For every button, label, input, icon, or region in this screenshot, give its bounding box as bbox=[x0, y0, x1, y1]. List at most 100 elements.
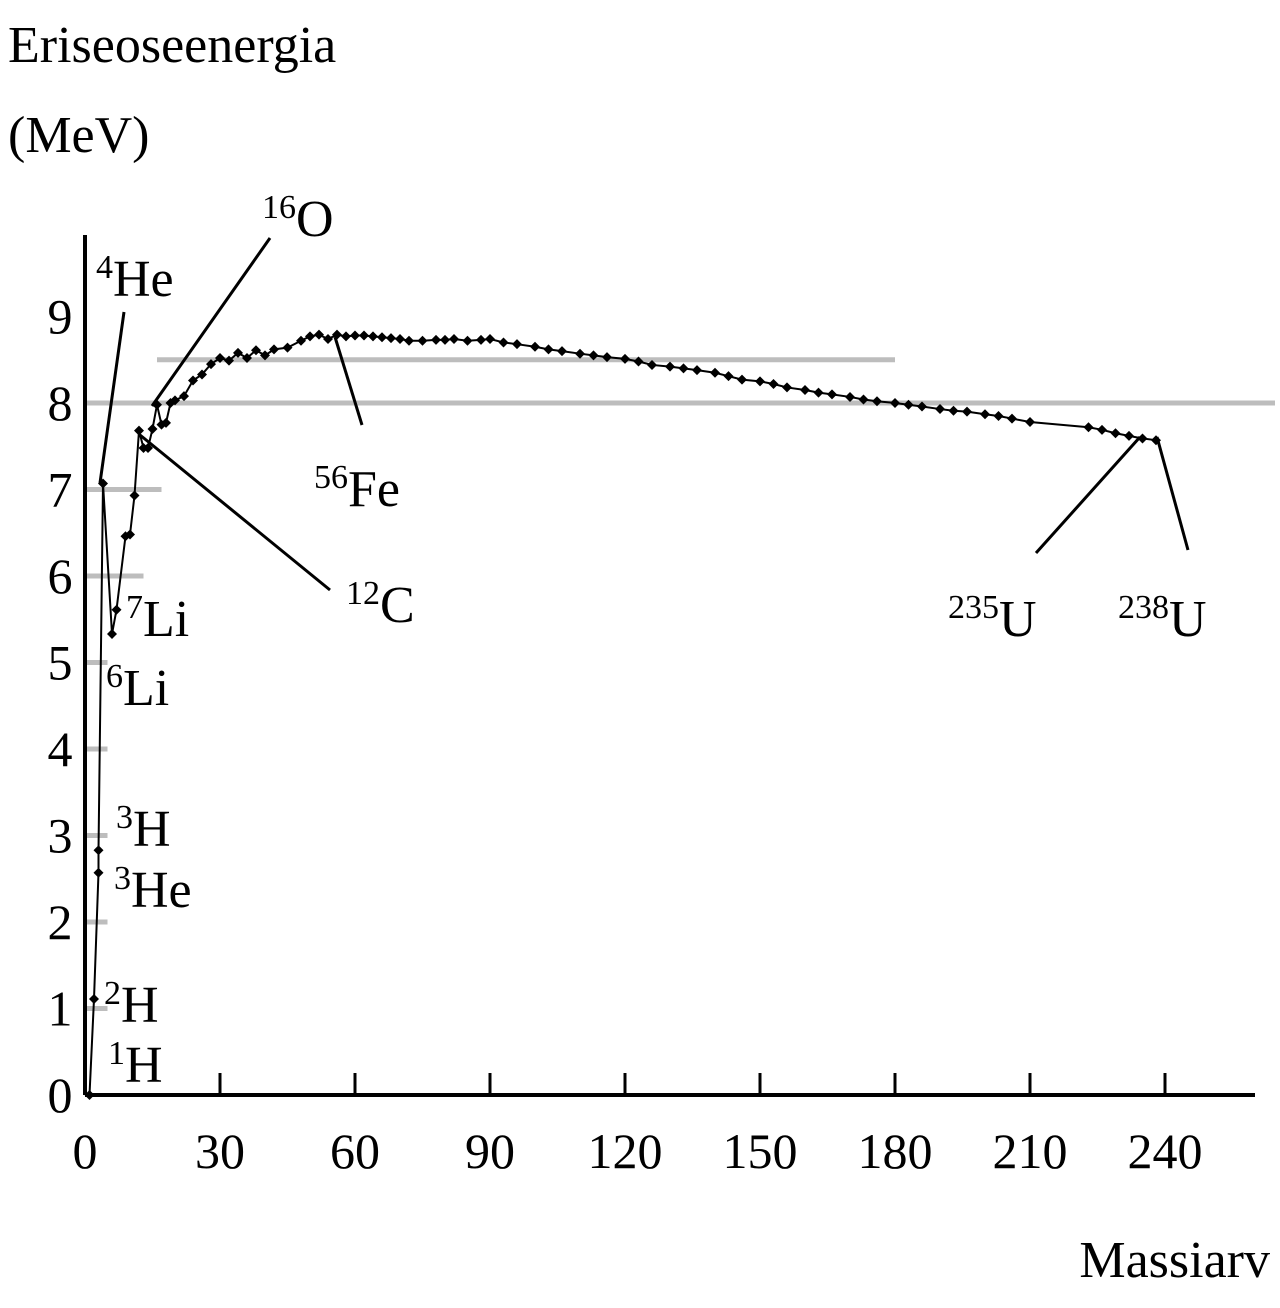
data-point bbox=[134, 425, 144, 436]
data-point bbox=[948, 405, 959, 416]
data-point bbox=[543, 344, 554, 355]
data-point bbox=[251, 345, 261, 356]
isotope-label-12c: 12C bbox=[346, 575, 415, 634]
axes: 0 30 60 90 120 150 180 210 240 0 1 2 3 4 5 6 7 8 9 bbox=[48, 235, 1255, 1179]
data-point bbox=[872, 396, 882, 407]
y-tick-label: 7 bbox=[48, 462, 73, 518]
data-point bbox=[93, 845, 104, 856]
y-tick-label: 4 bbox=[48, 721, 73, 777]
horizontal-guide-lines bbox=[85, 357, 1275, 1011]
data-point bbox=[476, 334, 486, 345]
data-point bbox=[858, 394, 869, 405]
x-tick-label: 0 bbox=[73, 1123, 98, 1179]
data-point bbox=[890, 398, 900, 408]
data-point bbox=[710, 367, 720, 378]
data-point bbox=[827, 389, 837, 400]
data-point bbox=[498, 337, 509, 348]
data-point bbox=[111, 604, 122, 615]
data-point bbox=[845, 391, 855, 402]
data-point bbox=[692, 365, 702, 376]
x-tick-label: 210 bbox=[993, 1123, 1068, 1179]
data-point bbox=[1025, 417, 1035, 428]
data-point bbox=[1137, 433, 1148, 444]
data-point bbox=[633, 356, 644, 367]
data-point bbox=[179, 391, 189, 402]
x-axis-title: Massiarv bbox=[1079, 1232, 1270, 1289]
data-point bbox=[1124, 430, 1134, 441]
data-point bbox=[93, 867, 104, 878]
data-point bbox=[147, 423, 158, 434]
data-point bbox=[282, 342, 293, 353]
data-point bbox=[125, 529, 135, 540]
data-point bbox=[368, 331, 378, 342]
data-point bbox=[323, 333, 333, 344]
data-point bbox=[417, 335, 428, 346]
isotope-label-238u: 238U bbox=[1118, 589, 1207, 648]
x-tick-label: 120 bbox=[588, 1123, 663, 1179]
data-point bbox=[386, 333, 396, 344]
data-point bbox=[215, 353, 225, 364]
data-point bbox=[575, 348, 585, 359]
data-point bbox=[269, 344, 279, 355]
leader-line bbox=[333, 336, 364, 426]
data-point bbox=[431, 334, 441, 345]
data-point bbox=[107, 628, 117, 639]
y-tick-label: 8 bbox=[48, 375, 73, 431]
data-point bbox=[1007, 413, 1017, 424]
data-point bbox=[206, 359, 216, 370]
data-point bbox=[620, 353, 630, 364]
data-point bbox=[305, 331, 315, 342]
data-point bbox=[588, 350, 599, 361]
data-point bbox=[782, 382, 792, 393]
y-tick-label: 3 bbox=[48, 808, 73, 864]
y-tick-label: 9 bbox=[48, 289, 73, 345]
isotope-label-6li: 6Li bbox=[106, 658, 169, 717]
data-point bbox=[800, 385, 810, 396]
isotope-label-3he: 3He bbox=[114, 860, 192, 919]
isotope-label-7li: 7Li bbox=[126, 589, 189, 648]
data-point bbox=[962, 406, 972, 417]
x-tick-label: 150 bbox=[723, 1123, 798, 1179]
isotope-label-1h: 1H bbox=[108, 1035, 163, 1094]
x-tick-label: 180 bbox=[858, 1123, 933, 1179]
binding-energy-series bbox=[84, 329, 1161, 1100]
data-point bbox=[530, 341, 540, 352]
data-point bbox=[647, 359, 657, 370]
data-point bbox=[678, 363, 689, 374]
x-tick-label: 90 bbox=[465, 1123, 515, 1179]
data-point bbox=[462, 335, 473, 346]
data-point bbox=[242, 353, 252, 364]
x-tick-label: 60 bbox=[330, 1123, 380, 1179]
data-point bbox=[1097, 424, 1107, 435]
data-point bbox=[332, 329, 342, 340]
data-point bbox=[233, 347, 243, 358]
data-point bbox=[359, 330, 369, 341]
isotope-label-3h: 3H bbox=[116, 799, 171, 858]
data-point bbox=[768, 378, 779, 389]
series-line bbox=[88, 333, 1157, 1096]
data-point bbox=[296, 335, 306, 346]
data-point bbox=[89, 993, 99, 1004]
data-point bbox=[993, 410, 1004, 421]
data-point bbox=[557, 346, 567, 357]
x-tick-label: 240 bbox=[1128, 1123, 1203, 1179]
isotope-label-4he: 4He bbox=[96, 249, 174, 308]
data-point bbox=[723, 371, 734, 382]
leader-line bbox=[1034, 435, 1142, 555]
leader-line bbox=[139, 433, 331, 592]
data-point bbox=[377, 332, 387, 343]
data-point bbox=[903, 399, 914, 410]
data-point bbox=[917, 401, 927, 412]
data-point bbox=[314, 329, 324, 340]
data-point bbox=[813, 387, 824, 398]
data-point bbox=[440, 334, 450, 345]
y-tick-label: 6 bbox=[48, 548, 73, 604]
data-point bbox=[485, 333, 495, 344]
data-point bbox=[188, 375, 198, 386]
leader-line bbox=[98, 311, 126, 484]
y-tick-label: 5 bbox=[48, 635, 73, 691]
leader-line bbox=[150, 237, 272, 407]
data-point bbox=[512, 339, 522, 350]
data-point bbox=[1110, 428, 1121, 439]
